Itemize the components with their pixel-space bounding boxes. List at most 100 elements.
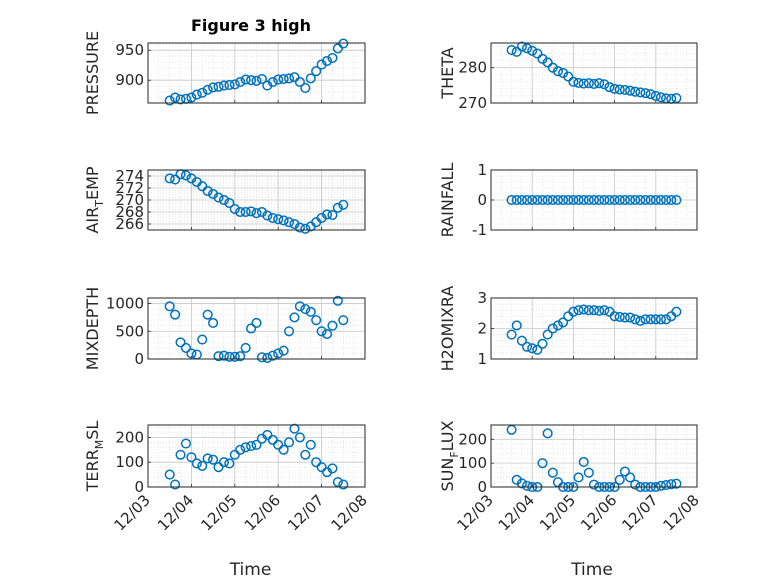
data-point (511, 320, 522, 331)
data-point (609, 83, 620, 94)
data-point (625, 194, 636, 206)
data-point (218, 194, 229, 206)
y-tick-label: 1 (477, 161, 487, 179)
data-point (604, 82, 615, 93)
axes-box (147, 42, 366, 104)
axes-box (490, 42, 698, 104)
data-point (327, 52, 338, 64)
data-point (202, 309, 213, 320)
data-point (300, 304, 311, 315)
data-point (273, 214, 284, 225)
y-tick-label: 200 (115, 428, 144, 446)
data-point (532, 344, 543, 355)
subplot-h2omixra: 1 2 3 H2OMIXRA (438, 286, 698, 371)
data-point (273, 74, 284, 85)
data-point (175, 337, 186, 348)
x-tick-label: 12/08 (660, 491, 703, 534)
data-point (527, 343, 538, 354)
data-point (305, 306, 316, 317)
y-tick-label: 0 (134, 478, 144, 496)
data-point (635, 87, 646, 98)
data-point (563, 71, 574, 82)
data-point (170, 309, 181, 320)
x-axis-label: Time (570, 560, 613, 580)
axes-box (147, 424, 366, 488)
data-point (552, 320, 564, 331)
data-point (208, 82, 219, 93)
data-point (619, 466, 630, 477)
data-point (655, 314, 667, 325)
data-point (235, 351, 246, 362)
data-point (537, 194, 548, 206)
data-point (300, 449, 311, 460)
data-point (327, 209, 338, 221)
data-point (552, 194, 564, 206)
data-point (197, 87, 208, 98)
data-point (246, 75, 257, 86)
data-point (573, 194, 584, 206)
data-point (180, 170, 192, 181)
data-point (614, 84, 625, 95)
data-point (511, 46, 522, 57)
data-point (208, 317, 219, 329)
data-point (604, 194, 615, 206)
data-point (218, 350, 229, 361)
axes-box (147, 297, 366, 360)
data-point (240, 206, 251, 218)
data-point (262, 429, 273, 440)
data-point (251, 439, 262, 450)
data-point (552, 66, 564, 77)
data-point (516, 478, 527, 489)
data-point (619, 312, 630, 323)
data-point (542, 57, 553, 68)
data-point (506, 329, 517, 340)
data-point (300, 82, 311, 94)
y-tick-label: 1000 (106, 295, 144, 313)
data-point (573, 472, 584, 483)
x-tick-label: 12/04 (154, 491, 197, 534)
y-axis-label: PRESSURE (83, 31, 102, 115)
data-point (273, 348, 284, 359)
data-point (267, 212, 278, 224)
data-point (164, 469, 175, 480)
data-point (289, 312, 300, 323)
data-point (573, 305, 584, 316)
data-point (568, 76, 579, 87)
data-point (630, 314, 641, 325)
data-point (305, 439, 316, 450)
data-point (294, 76, 305, 88)
data-point (321, 209, 333, 220)
data-point (522, 43, 533, 54)
data-point (619, 84, 630, 95)
data-point (558, 317, 569, 328)
data-point (578, 304, 589, 315)
data-point (661, 314, 672, 325)
data-point (666, 194, 677, 206)
y-axis-label: THETA (438, 47, 457, 99)
data-point (558, 194, 569, 206)
data-point (506, 194, 517, 206)
data-point (516, 194, 527, 206)
data-point (218, 457, 229, 468)
data-point (547, 467, 558, 478)
data-point (273, 439, 284, 450)
y-tick-label: 268 (115, 203, 144, 221)
data-point (640, 194, 651, 206)
x-tick-label: 12/06 (577, 491, 620, 534)
data-point (640, 88, 651, 99)
data-point (594, 194, 605, 206)
data-point (191, 89, 202, 100)
y-tick-label: 274 (115, 167, 144, 185)
data-point (164, 173, 175, 184)
data-point (294, 222, 305, 233)
y-axis-label: RAINFALL (438, 163, 457, 238)
subplot-sun-flux: 0 100 200SUNFLUX12/0312/0412/0512/0612/071… (438, 420, 703, 580)
data-point (630, 194, 641, 206)
data-point (516, 335, 527, 346)
data-point (164, 95, 175, 106)
data-point (645, 314, 656, 325)
data-point (327, 463, 338, 474)
data-point (251, 208, 262, 219)
data-point (338, 38, 349, 49)
data-point (661, 194, 672, 206)
